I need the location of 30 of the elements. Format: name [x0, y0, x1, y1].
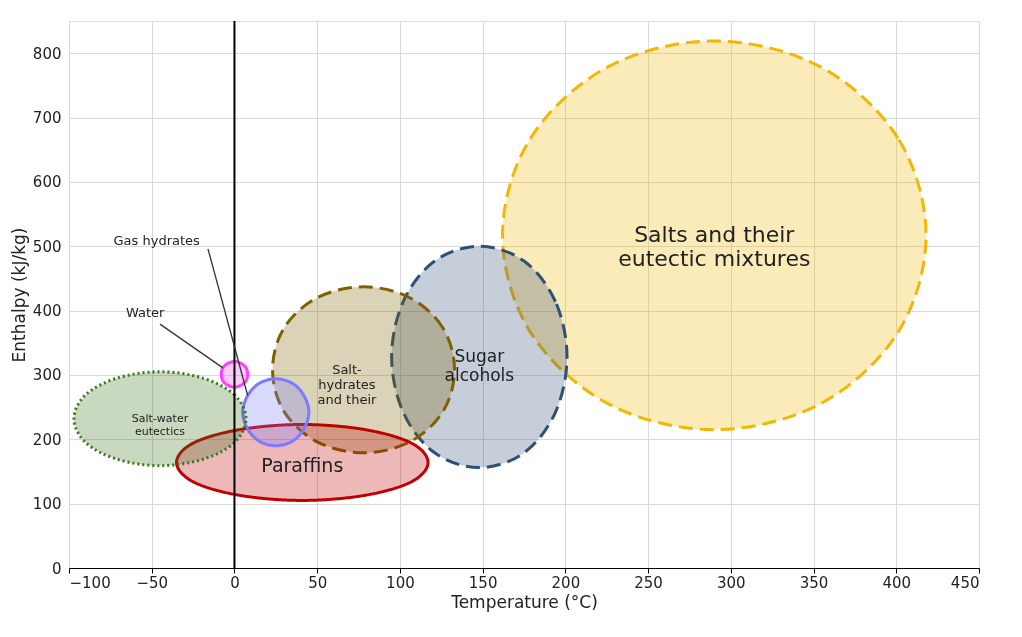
y-tick-label: 200 [32, 430, 62, 449]
annotation: Water [125, 305, 165, 321]
y-tick-label: 500 [32, 237, 62, 256]
y-tick-label: 600 [32, 173, 62, 192]
y-tick-label: 400 [32, 302, 62, 321]
series-label: Salt- hydrates and their [317, 361, 378, 407]
x-tick-label: 300 [717, 573, 746, 592]
x-tick-label: 100 [386, 573, 415, 592]
x-tick-label: 0 [230, 573, 240, 592]
x-tick-label: −50 [136, 573, 169, 592]
y-axis-title: Enthalpy (kJ/kg) [8, 227, 29, 363]
x-tick-label: 150 [468, 573, 498, 592]
x-tick-label: 50 [308, 573, 328, 592]
x-tick-label: 400 [882, 573, 912, 592]
x-tick-label: 450 [950, 573, 980, 592]
y-tick-label: 100 [32, 495, 62, 514]
x-tick-label: 200 [551, 573, 581, 592]
series-label: Paraffins [261, 453, 344, 476]
x-tick-label: 350 [799, 573, 829, 592]
series-label: Sugar alcohols [444, 345, 515, 385]
y-tick-label: 700 [32, 109, 62, 128]
y-tick-label: 300 [32, 366, 62, 385]
series-label: Salts and their eutectic mixtures [618, 222, 811, 272]
series-label: Salt-water eutectics [131, 411, 189, 438]
y-tick-label: 0 [51, 559, 62, 578]
x-tick-label: 250 [634, 573, 663, 592]
x-axis-title: Temperature (°C) [450, 591, 598, 612]
y-tick-label: 800 [32, 44, 62, 63]
x-tick-label: −100 [69, 573, 111, 592]
annotation: Gas hydrates [113, 233, 201, 249]
